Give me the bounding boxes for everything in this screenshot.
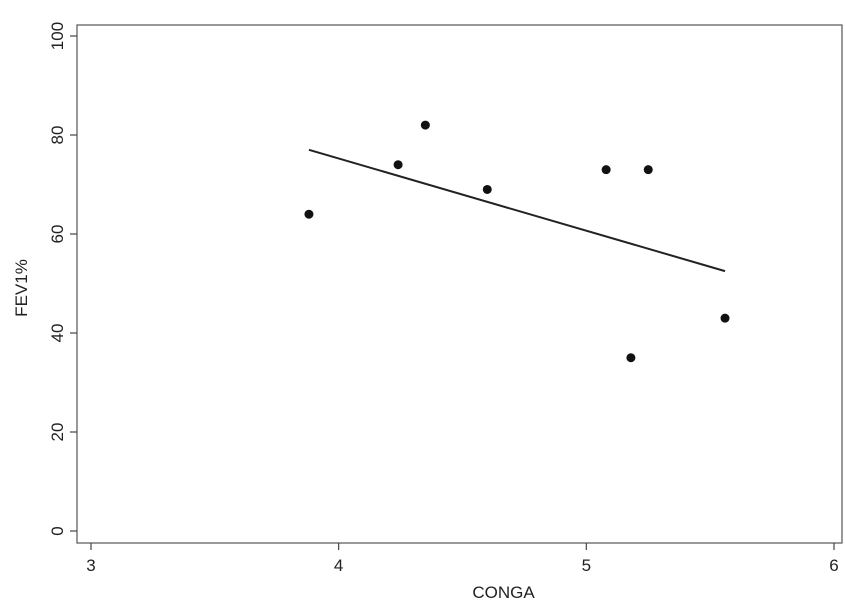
x-tick-label: 4 [334,556,343,575]
scatter-point [483,185,492,194]
y-tick-label: 0 [48,526,67,535]
x-tick-label: 5 [582,556,591,575]
scatter-point [644,165,653,174]
x-tick-label: 3 [86,556,95,575]
scatter-point [394,160,403,169]
x-axis-title: CONGA [472,583,535,602]
y-tick-label: 40 [48,324,67,343]
y-tick-label: 60 [48,225,67,244]
x-tick-label: 6 [829,556,838,575]
y-tick-label: 20 [48,423,67,442]
scatter-point [304,210,313,219]
scatter-point [421,121,430,130]
scatter-point [602,165,611,174]
y-tick-label: 100 [48,22,67,50]
scatter-point [626,353,635,362]
y-axis-title: FEV1% [12,259,31,317]
scatter-point [721,314,730,323]
y-tick-label: 80 [48,126,67,145]
